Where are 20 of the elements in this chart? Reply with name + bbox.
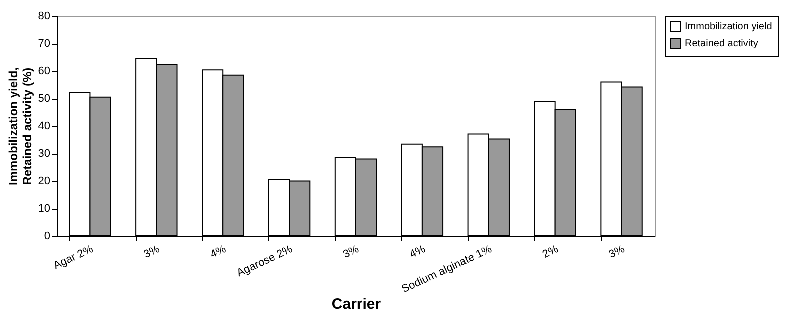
y-tick-label: 30 [38,148,50,160]
x-tick-label: 3% [342,243,362,262]
y-tick-label: 0 [44,230,50,242]
y-tick-label: 60 [38,66,50,78]
x-tick-label: 4% [208,243,228,262]
y-tick-label: 80 [38,10,50,22]
x-tick-label: 3% [142,243,162,262]
x-tick-label: Agar 2% [52,243,96,272]
x-tick-label: 4% [408,243,428,262]
y-tick-label: 20 [38,176,50,188]
legend-label: Immobilization yield [685,22,772,32]
y-tick-label: 70 [38,38,50,50]
y-tick-label: 50 [38,93,50,105]
x-axis-title: Carrier [332,296,382,313]
y-tick-label: 10 [38,203,50,215]
y-axis-title: Immobilization yield, Retained activity (%) [6,67,34,186]
x-tick-label: 2% [540,243,561,262]
legend-label: Retained activity [685,38,758,50]
x-tick-label: 3% [607,243,628,262]
y-tick-label: 40 [38,120,50,132]
